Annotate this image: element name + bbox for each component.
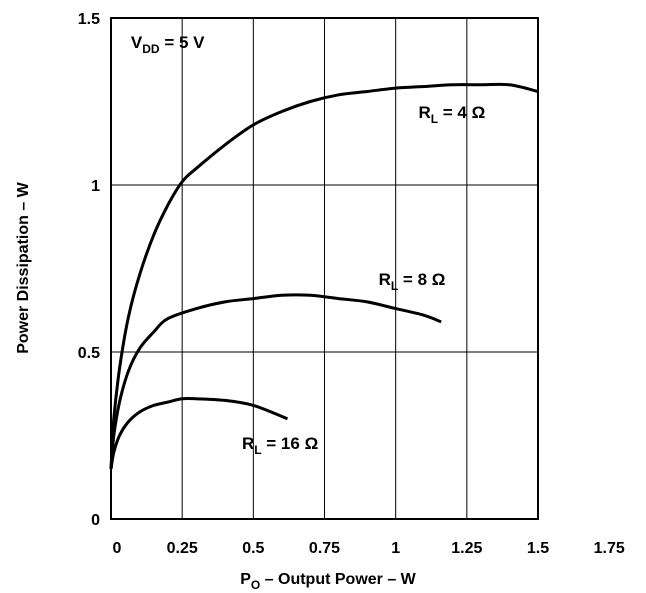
annotations: VDD = 5 V RL = 4 Ω RL = 8 Ω RL = 16 Ω (131, 33, 485, 457)
x-tick-label: 1.25 (451, 540, 482, 557)
y-tick-label: 1.5 (78, 11, 100, 28)
y-tick-labels: 0 0.5 1 1.5 (78, 11, 100, 529)
x-axis-label: PO – Output Power – W (240, 571, 416, 592)
y-tick-label: 0 (91, 512, 100, 529)
x-axis-label-main: P (240, 571, 251, 588)
x-axis-label-sub: O (251, 578, 260, 592)
x-tick-label: 1 (391, 540, 400, 557)
series-rl-16-ohm-curve (109, 396, 289, 470)
x-tick-label: 0 (113, 540, 122, 557)
plot-frame (110, 17, 539, 520)
x-tick-label: 0.75 (309, 540, 340, 557)
series-rl-16-ohm-label: RL = 16 Ω (242, 434, 318, 457)
series-rl-8-ohm-label: RL = 8 Ω (379, 270, 446, 293)
x-tick-label: 0.5 (242, 540, 264, 557)
series-curves (109, 82, 539, 470)
series-rl-4-ohm-curve (109, 82, 539, 469)
series-rl-8-ohm-curve (109, 293, 442, 470)
x-tick-label: 1.5 (527, 540, 549, 557)
x-tick-label: 0.25 (167, 540, 198, 557)
y-axis-label: Power Dissipation – W (15, 181, 32, 353)
x-axis-label-rest: – Output Power – W (260, 571, 416, 588)
x-tick-label: 1.75 (594, 540, 625, 557)
vdd-condition-label: VDD = 5 V (131, 33, 205, 56)
y-tick-label: 1 (91, 178, 100, 195)
series-rl-4-ohm-label: RL = 4 Ω (418, 103, 485, 126)
x-tick-labels: 0 0.25 0.5 0.75 1 1.25 1.5 1.75 (113, 540, 625, 557)
gridlines (111, 18, 538, 519)
y-tick-label: 0.5 (78, 345, 100, 362)
